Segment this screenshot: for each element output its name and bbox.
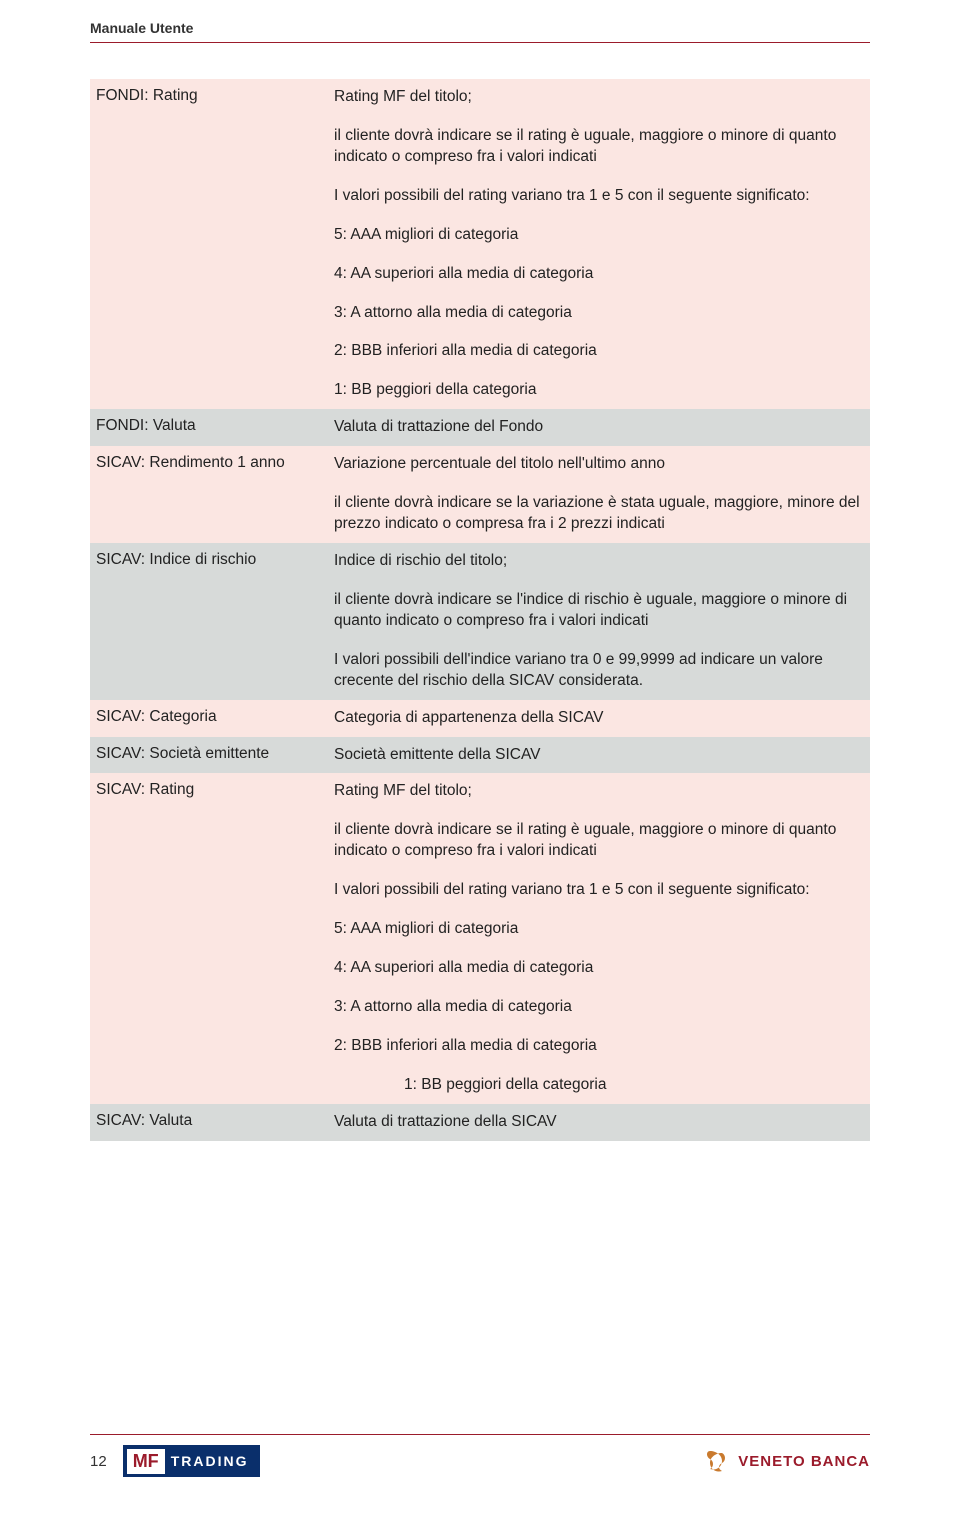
desc-text: 5: AAA migliori di categoria — [334, 225, 860, 246]
desc-text: I valori possibili del rating variano tr… — [334, 186, 860, 207]
row-description: Rating MF del titolo; il cliente dovrà i… — [328, 79, 870, 409]
footer-left: 12 MF TRADING — [90, 1445, 260, 1477]
desc-text: il cliente dovrà indicare se la variazio… — [334, 493, 860, 535]
row-label: SICAV: Società emittente — [90, 737, 328, 771]
desc-text: Categoria di appartenenza della SICAV — [334, 708, 860, 729]
knot-icon — [702, 1447, 730, 1475]
desc-text: Variazione percentuale del titolo nell'u… — [334, 454, 860, 475]
row-description: Rating MF del titolo; il cliente dovrà i… — [328, 773, 870, 1103]
table-row: SICAV: Rating Rating MF del titolo; il c… — [90, 773, 870, 1103]
page-header: Manuale Utente — [0, 0, 960, 49]
row-description: Indice di rischio del titolo; il cliente… — [328, 543, 870, 700]
desc-text: 3: A attorno alla media di categoria — [334, 997, 860, 1018]
table-row: SICAV: Valuta Valuta di trattazione dell… — [90, 1104, 870, 1141]
desc-text: Società emittente della SICAV — [334, 745, 860, 766]
desc-text: il cliente dovrà indicare se l'indice di… — [334, 590, 860, 632]
desc-text: I valori possibili dell'indice variano t… — [334, 650, 860, 692]
desc-text: 2: BBB inferiori alla media di categoria — [334, 341, 860, 362]
desc-text: 4: AA superiori alla media di categoria — [334, 958, 860, 979]
table-row: SICAV: Rendimento 1 anno Variazione perc… — [90, 446, 870, 543]
mf-logo-text: TRADING — [167, 1453, 259, 1469]
row-description: Valuta di trattazione della SICAV — [328, 1104, 870, 1141]
row-description: Valuta di trattazione del Fondo — [328, 409, 870, 446]
table-row: SICAV: Indice di rischio Indice di risch… — [90, 543, 870, 700]
desc-text: Rating MF del titolo; — [334, 87, 860, 108]
row-label: FONDI: Valuta — [90, 409, 328, 443]
table-row: FONDI: Valuta Valuta di trattazione del … — [90, 409, 870, 446]
row-label: FONDI: Rating — [90, 79, 328, 113]
desc-text: Valuta di trattazione della SICAV — [334, 1112, 860, 1133]
desc-text: 4: AA superiori alla media di categoria — [334, 264, 860, 285]
mf-trading-logo: MF TRADING — [123, 1445, 261, 1477]
row-label: SICAV: Indice di rischio — [90, 543, 328, 577]
page-footer: 12 MF TRADING VENETO BANCA — [90, 1434, 870, 1477]
desc-text: 3: A attorno alla media di categoria — [334, 303, 860, 324]
row-description: Società emittente della SICAV — [328, 737, 870, 774]
content-table: FONDI: Rating Rating MF del titolo; il c… — [0, 49, 960, 1141]
desc-text: Rating MF del titolo; — [334, 781, 860, 802]
row-label: SICAV: Categoria — [90, 700, 328, 734]
desc-text: Indice di rischio del titolo; — [334, 551, 860, 572]
row-label: SICAV: Rating — [90, 773, 328, 807]
header-divider — [90, 42, 870, 43]
veneto-banca-logo: VENETO BANCA — [702, 1447, 870, 1475]
desc-text: 2: BBB inferiori alla media di categoria — [334, 1036, 860, 1057]
row-label: SICAV: Valuta — [90, 1104, 328, 1138]
row-description: Variazione percentuale del titolo nell'u… — [328, 446, 870, 543]
desc-text: il cliente dovrà indicare se il rating è… — [334, 820, 860, 862]
desc-text: I valori possibili del rating variano tr… — [334, 880, 860, 901]
row-description: Categoria di appartenenza della SICAV — [328, 700, 870, 737]
desc-text: 1: BB peggiori della categoria — [334, 1075, 860, 1096]
mf-logo-box: MF — [127, 1449, 165, 1474]
page-number: 12 — [90, 1453, 107, 1470]
desc-text: il cliente dovrà indicare se il rating è… — [334, 126, 860, 168]
vb-logo-text: VENETO BANCA — [738, 1453, 870, 1470]
table-row: FONDI: Rating Rating MF del titolo; il c… — [90, 79, 870, 409]
table-row: SICAV: Categoria Categoria di appartenen… — [90, 700, 870, 737]
row-label: SICAV: Rendimento 1 anno — [90, 446, 328, 480]
desc-text: Valuta di trattazione del Fondo — [334, 417, 860, 438]
table-row: SICAV: Società emittente Società emitten… — [90, 737, 870, 774]
desc-text: 5: AAA migliori di categoria — [334, 919, 860, 940]
header-title: Manuale Utente — [90, 20, 870, 36]
desc-text: 1: BB peggiori della categoria — [334, 380, 860, 401]
